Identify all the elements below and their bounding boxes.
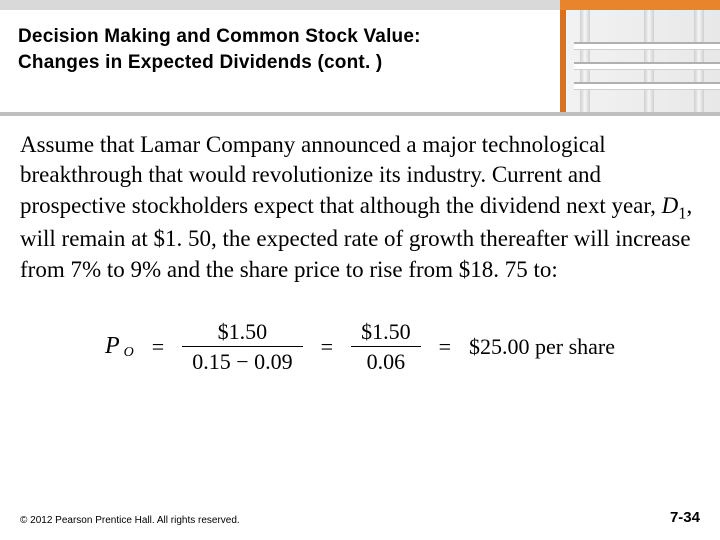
title-line-1: Decision Making and Common Stock Value:	[18, 26, 421, 47]
photo-pillar	[580, 10, 590, 112]
body-paragraph: Assume that Lamar Company announced a ma…	[20, 130, 700, 285]
fraction-2: $1.50 0.06	[351, 319, 421, 375]
title-block: Decision Making and Common Stock Value: …	[0, 10, 560, 112]
equals-sign-2: =	[321, 334, 333, 360]
page-number: 7-34	[670, 509, 700, 526]
d1-subscript: 1	[678, 203, 686, 222]
slide-body: Assume that Lamar Company announced a ma…	[0, 116, 720, 374]
body-text-1: Assume that Lamar Company announced a ma…	[20, 132, 662, 218]
photo-table-line	[574, 62, 720, 70]
top-accent-left	[0, 0, 560, 10]
equals-sign-1: =	[152, 334, 164, 360]
fraction-1: $1.50 0.15 − 0.09	[182, 319, 302, 375]
d1-symbol: D	[662, 193, 679, 218]
equals-sign-3: =	[439, 334, 451, 360]
frac1-denominator: 0.15 − 0.09	[182, 349, 302, 374]
top-accent-bar	[0, 0, 720, 10]
equation-result: $25.00 per share	[469, 334, 615, 360]
header-photo	[560, 10, 720, 112]
valuation-equation: PO = $1.50 0.15 − 0.09 = $1.50 0.06 = $2…	[80, 319, 640, 375]
title-line-2: Changes in Expected Dividends (cont. )	[18, 52, 382, 73]
photo-table-line	[574, 82, 720, 90]
slide-title: Decision Making and Common Stock Value: …	[18, 24, 542, 75]
frac2-denominator: 0.06	[357, 349, 416, 374]
frac2-numerator: $1.50	[351, 319, 421, 344]
lhs-sub-O: O	[124, 345, 134, 361]
photo-table-line	[574, 42, 720, 50]
lhs-P: P	[105, 333, 120, 360]
frac2-bar	[351, 346, 421, 347]
frac1-numerator: $1.50	[208, 319, 278, 344]
top-accent-right	[560, 0, 720, 10]
photo-pillar	[694, 10, 704, 112]
slide-footer: © 2012 Pearson Prentice Hall. All rights…	[20, 509, 700, 526]
copyright-text: © 2012 Pearson Prentice Hall. All rights…	[20, 515, 240, 526]
photo-pillar	[644, 10, 654, 112]
equation-lhs: PO	[105, 333, 134, 360]
slide-header: Decision Making and Common Stock Value: …	[0, 10, 720, 112]
frac1-bar	[182, 346, 302, 347]
